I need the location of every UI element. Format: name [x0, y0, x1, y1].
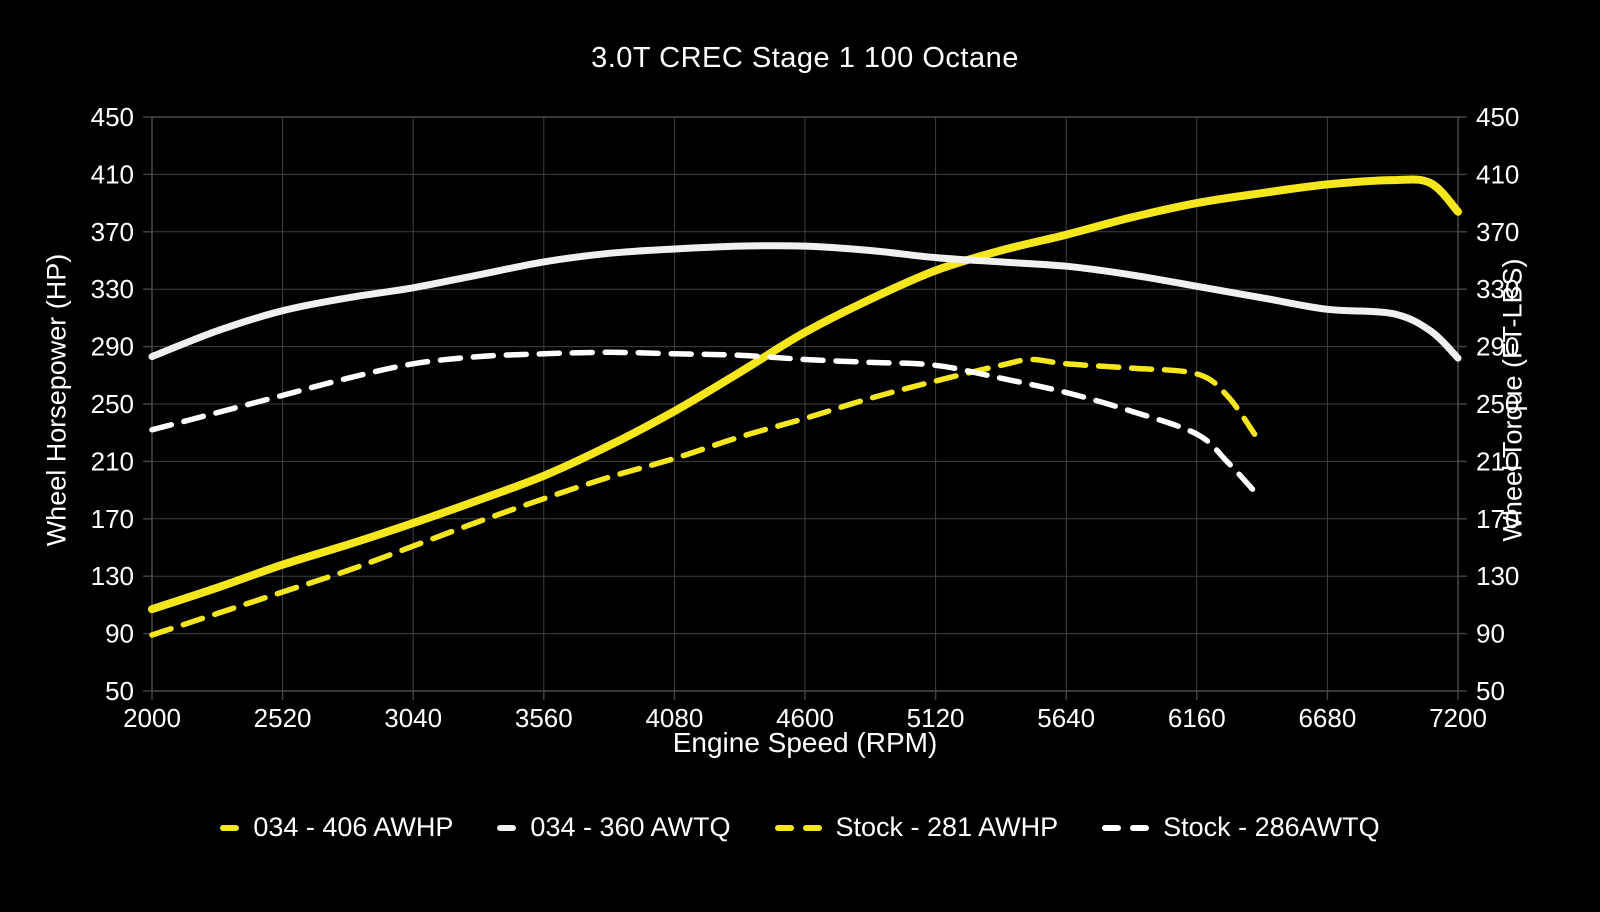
x-tick-label: 4080: [645, 703, 703, 733]
legend-item-034-awtq[interactable]: 034 - 360 AWTQ: [497, 812, 731, 843]
y-tick-label-left: 410: [91, 159, 134, 189]
legend-label-034-awhp: 034 - 406 AWHP: [253, 812, 454, 842]
series-line-034-360-awtq: [148, 242, 1462, 362]
chart-title: 3.0T CREC Stage 1 100 Octane: [591, 42, 1019, 74]
y-tick-label-right: 170: [1476, 504, 1519, 534]
y-tick-label-left: 370: [91, 217, 134, 247]
y-tick-label-right: 130: [1476, 561, 1519, 591]
x-tick-label: 5640: [1037, 703, 1095, 733]
legend-label-stock-awhp: Stock - 281 AWHP: [835, 812, 1059, 842]
legend-item-stock-awtq[interactable]: Stock - 286AWTQ: [1102, 812, 1380, 843]
y-tick-label-right: 370: [1476, 217, 1519, 247]
y-tick-label-left: 330: [91, 274, 134, 304]
legend-marker-dashed-white-icon: [1102, 824, 1150, 831]
plot-frame: [151, 116, 1459, 692]
legend-marker-solid-white-icon: [497, 824, 517, 831]
series-line-stock-281-awhp: [149, 356, 1258, 638]
legend-item-034-awhp[interactable]: 034 - 406 AWHP: [220, 812, 453, 843]
legend-marker-solid-yellow-icon: [220, 824, 240, 831]
y-tick-label-right: 290: [1476, 332, 1519, 362]
x-tick-label: 6680: [1298, 703, 1356, 733]
x-tick-label: 6160: [1168, 703, 1226, 733]
y-tick-label-right: 90: [1476, 619, 1505, 649]
series-line-stock-286awtq: [149, 349, 1258, 495]
y-tick-label-right: 250: [1476, 389, 1519, 419]
legend-label-stock-awtq: Stock - 286AWTQ: [1163, 812, 1380, 842]
x-tick-label: 5120: [907, 703, 965, 733]
y-tick-label-left: 90: [105, 619, 134, 649]
legend: 034 - 406 AWHP 034 - 360 AWTQ Stock - 28…: [0, 812, 1600, 843]
series-line-034-406-awhp: [148, 175, 1462, 614]
y-tick-label-left: 130: [91, 561, 134, 591]
x-tick-label: 2000: [123, 703, 181, 733]
legend-marker-dashed-yellow-icon: [774, 824, 822, 831]
y-tick-label-right: 450: [1476, 102, 1519, 132]
y-tick-label-right: 410: [1476, 159, 1519, 189]
x-tick-label: 3040: [384, 703, 442, 733]
y-tick-label-left: 250: [91, 389, 134, 419]
y-tick-label-right: 210: [1476, 446, 1519, 476]
y-tick-label-right: 330: [1476, 274, 1519, 304]
x-tick-label: 7200: [1429, 703, 1487, 733]
legend-label-034-awtq: 034 - 360 AWTQ: [530, 812, 731, 842]
y-tick-label-right: 50: [1476, 676, 1505, 706]
x-tick-label: 3560: [515, 703, 573, 733]
y-tick-label-left: 450: [91, 102, 134, 132]
y-tick-label-left: 210: [91, 446, 134, 476]
legend-item-stock-awhp[interactable]: Stock - 281 AWHP: [774, 812, 1059, 843]
y-tick-label-left: 170: [91, 504, 134, 534]
y-tick-label-left: 50: [105, 676, 134, 706]
y-tick-label-left: 290: [91, 332, 134, 362]
x-tick-label: 2520: [254, 703, 312, 733]
x-axis-title: Engine Speed (RPM): [672, 727, 938, 758]
x-tick-label: 4600: [776, 703, 834, 733]
